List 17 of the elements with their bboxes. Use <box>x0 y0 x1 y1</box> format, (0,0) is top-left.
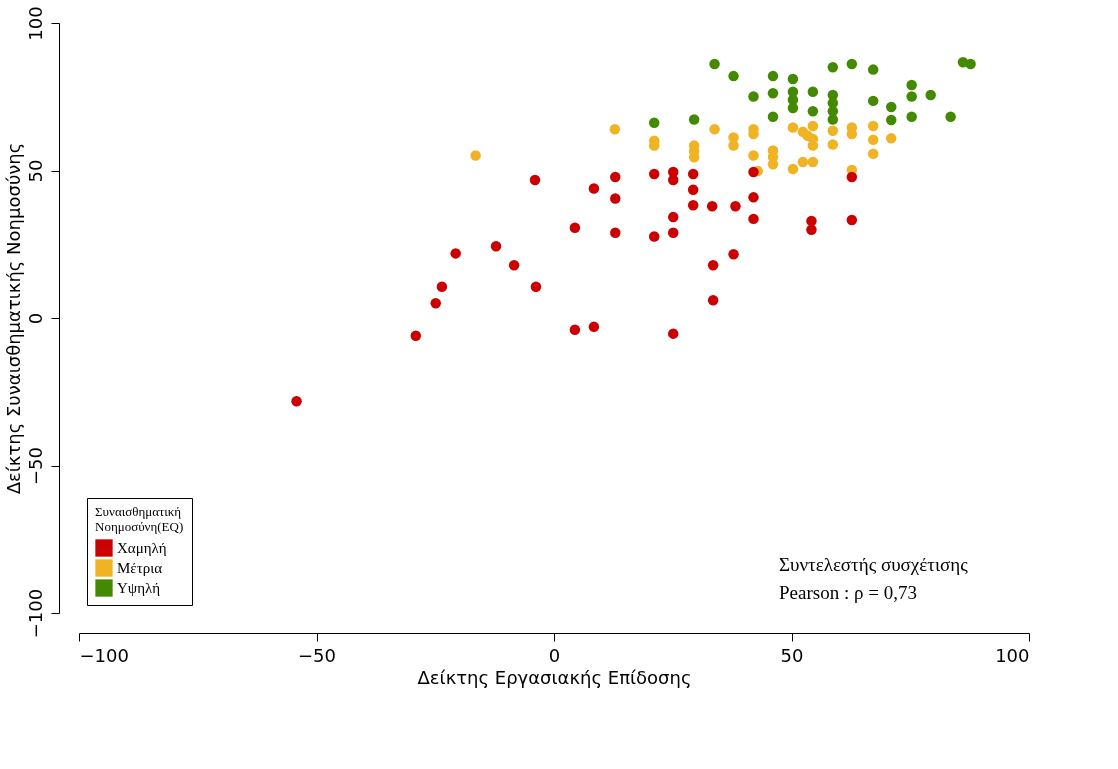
x-tick-label: 50 <box>780 644 804 666</box>
annotation: Pearson : ρ = 0,73 <box>779 582 917 603</box>
y-tick-label: 100 <box>24 6 46 41</box>
legend-label: Μέτρια <box>117 560 163 576</box>
y-axis-title: Δείκτης Συναισθηματικής Νοημοσύνης <box>2 142 24 495</box>
x-tick-label: 100 <box>995 644 1030 666</box>
y-tick-label: 0 <box>24 312 46 325</box>
legend-label: Χαμηλή <box>117 540 167 556</box>
x-tick-label: 0 <box>548 644 561 666</box>
x-tick-label: −50 <box>298 644 336 666</box>
legend-title: Συναισθηματική Νοημοσύνη(EQ) <box>95 504 184 534</box>
x-axis-title: Δείκτης Εργασιακής Επίδοσης <box>417 666 692 688</box>
x-tick-label: −100 <box>79 644 129 666</box>
annotation: Συντελεστής συσχέτισης <box>779 554 969 575</box>
y-tick-label: −50 <box>24 447 46 485</box>
legend-label: Υψηλή <box>117 580 161 596</box>
y-tick-label: 50 <box>24 159 46 183</box>
